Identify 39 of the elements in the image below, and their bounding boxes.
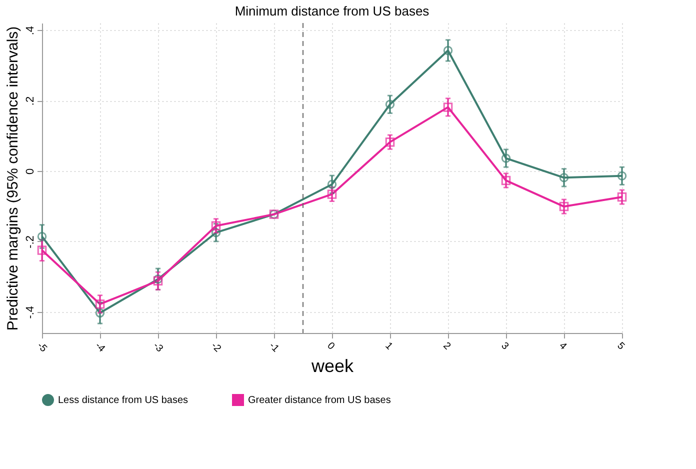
x-tick-label: -3 xyxy=(150,340,166,355)
x-tick-label: 4 xyxy=(556,340,569,353)
x-tick-label: 2 xyxy=(440,340,453,353)
y-axis-title: Predictive margins (95% confidence intervals) xyxy=(4,26,22,331)
y-tick-label: -.2 xyxy=(24,235,36,248)
point xyxy=(443,102,453,112)
point xyxy=(385,100,395,109)
point xyxy=(385,137,395,147)
point xyxy=(37,246,47,255)
x-tick-label: 5 xyxy=(614,340,627,353)
x-tick-label: 0 xyxy=(324,340,337,353)
x-tick-label: -2 xyxy=(208,340,224,355)
point xyxy=(37,232,47,242)
x-tick-label: -4 xyxy=(92,340,108,355)
y-tick-label: .4 xyxy=(24,26,36,36)
point xyxy=(327,190,337,199)
point xyxy=(327,180,337,189)
point xyxy=(559,173,569,182)
point xyxy=(617,171,627,180)
point xyxy=(617,192,627,202)
y-tick-label: -.4 xyxy=(24,306,36,319)
y-tick-label: .2 xyxy=(24,96,36,106)
x-tick-label: 3 xyxy=(498,340,511,353)
x-tick-label: 1 xyxy=(382,340,395,353)
point xyxy=(95,308,105,318)
legend-label: Greater distance from US bases xyxy=(248,395,391,406)
point xyxy=(501,176,511,186)
x-tick-label: -5 xyxy=(34,340,50,355)
y-tick-label: 0 xyxy=(24,168,36,175)
point xyxy=(443,46,453,56)
x-axis-title: week xyxy=(310,356,355,376)
point xyxy=(211,228,221,238)
point xyxy=(211,221,221,231)
legend-label: Less distance from US bases xyxy=(58,395,188,406)
point xyxy=(559,202,569,212)
point xyxy=(501,154,511,163)
point xyxy=(95,299,105,309)
x-tick-label: -1 xyxy=(266,340,282,355)
chart-title: Minimum distance from US bases xyxy=(234,4,430,18)
